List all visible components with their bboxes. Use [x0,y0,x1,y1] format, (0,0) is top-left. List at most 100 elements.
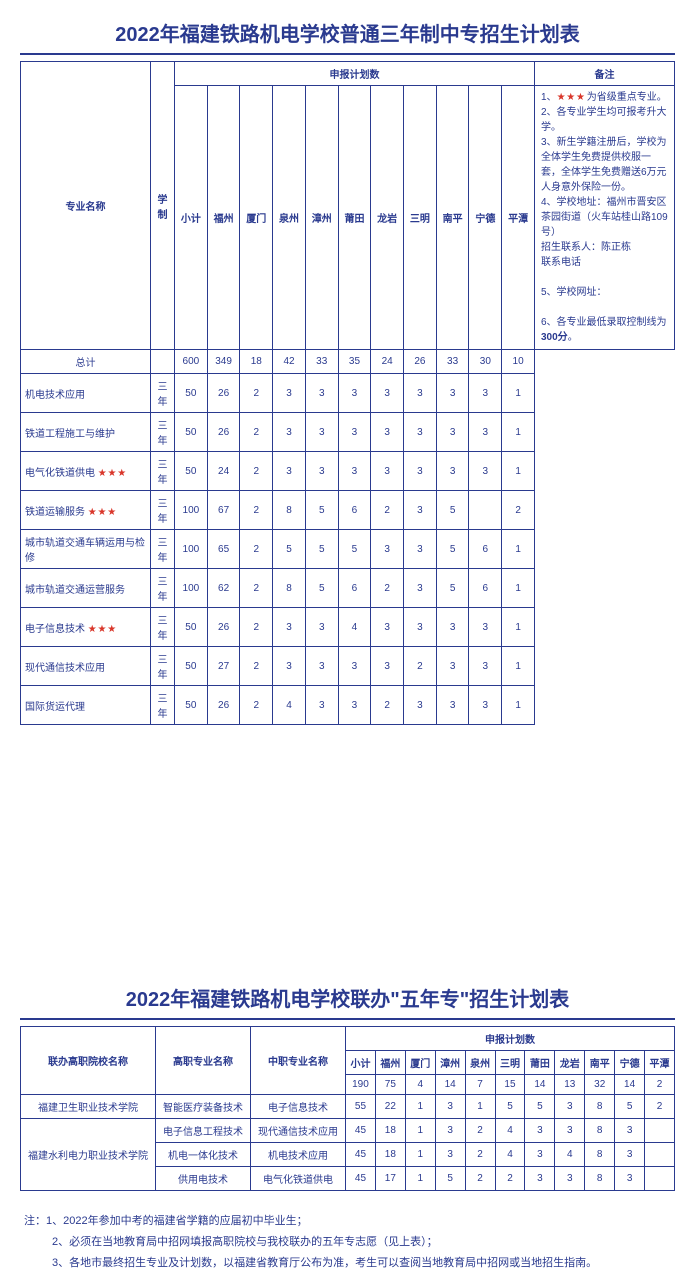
value-cell: 3 [469,413,502,452]
value-cell: 3 [338,413,371,452]
value-cell: 27 [207,647,240,686]
value-cell: 3 [436,452,469,491]
duration-cell: 三年 [151,491,175,530]
zmajor-cell: 电子信息技术 [251,1095,346,1119]
value-cell: 50 [175,686,208,725]
value-cell: 3 [371,647,404,686]
value-cell2: 2 [465,1119,495,1143]
value-cell: 3 [371,608,404,647]
major-name: 城市轨道交通运营服务 [21,569,151,608]
hdr-hmajor: 高职专业名称 [156,1027,251,1095]
sum-cell: 190 [346,1075,376,1095]
value-cell: 8 [273,569,306,608]
zmajor-cell: 电气化铁道供电 [251,1167,346,1191]
value-cell: 2 [240,608,273,647]
hdr-plan2: 申报计划数 [346,1027,675,1051]
value-cell: 1 [502,647,535,686]
major-name: 机电技术应用 [21,374,151,413]
value-cell2: 3 [525,1119,555,1143]
value-cell: 2 [240,530,273,569]
table1-title: 2022年福建铁路机电学校普通三年制中专招生计划表 [20,10,675,55]
value-cell: 3 [404,569,437,608]
value-cell2: 3 [615,1143,645,1167]
value-cell: 4 [338,608,371,647]
page-table2: 2022年福建铁路机电学校联办"五年专"招生计划表 联办高职院校名称 高职专业名… [0,965,695,1201]
value-cell: 3 [273,413,306,452]
total-value: 600 [175,350,208,374]
value-cell: 2 [240,686,273,725]
value-cell: 62 [207,569,240,608]
value-cell: 3 [371,530,404,569]
sum-cell: 13 [555,1075,585,1095]
value-cell: 3 [404,491,437,530]
star-icon: ★ ★ ★ [98,468,125,479]
value-cell: 1 [502,530,535,569]
notes: 注：1、2022年参加中考的福建省学籍的应届初中毕业生；2、必须在当地教育局中招… [0,1201,695,1284]
value-cell2: 3 [435,1119,465,1143]
duration-cell: 三年 [151,374,175,413]
table2: 联办高职院校名称 高职专业名称 中职专业名称 申报计划数 小计福州厦门漳州泉州三… [20,1026,675,1191]
sum-cell: 7 [465,1075,495,1095]
value-cell: 1 [502,608,535,647]
major-name: 现代通信技术应用 [21,647,151,686]
value-cell: 3 [436,608,469,647]
value-cell [469,491,502,530]
hdr-city2: 厦门 [405,1051,435,1075]
value-cell: 3 [404,374,437,413]
total-value: 10 [502,350,535,374]
hmajor-cell: 供用电技术 [156,1167,251,1191]
value-cell: 65 [207,530,240,569]
value-cell2: 2 [465,1143,495,1167]
hdr-city: 厦门 [240,86,273,350]
value-cell: 2 [240,374,273,413]
value-cell: 3 [305,413,338,452]
value-cell: 50 [175,374,208,413]
hdr-city2: 龙岩 [555,1051,585,1075]
value-cell: 1 [502,374,535,413]
value-cell: 3 [404,530,437,569]
value-cell: 3 [436,413,469,452]
value-cell2: 1 [405,1119,435,1143]
value-cell: 3 [469,608,502,647]
value-cell: 3 [273,647,306,686]
hdr-city2: 莆田 [525,1051,555,1075]
duration-cell: 三年 [151,647,175,686]
star-icon: ★ ★ ★ [88,624,115,635]
hmajor-cell: 机电一体化技术 [156,1143,251,1167]
remark-cell: 1、★ ★ ★ 为省级重点专业。2、各专业学生均可报考升大学。3、新生学籍注册后… [535,86,675,350]
major-name: 铁道工程施工与维护 [21,413,151,452]
value-cell: 2 [240,491,273,530]
value-cell2: 55 [346,1095,376,1119]
value-cell2: 3 [435,1143,465,1167]
total-value: 33 [436,350,469,374]
value-cell2: 1 [405,1143,435,1167]
value-cell2 [645,1167,675,1191]
value-cell: 2 [371,569,404,608]
hdr-city2: 平潭 [645,1051,675,1075]
value-cell: 3 [338,452,371,491]
sum-cell: 14 [615,1075,645,1095]
value-cell: 3 [469,647,502,686]
value-cell: 6 [469,569,502,608]
value-cell: 26 [207,686,240,725]
hdr-city: 龙岩 [371,86,404,350]
value-cell: 3 [371,452,404,491]
total-label: 总计 [21,350,151,374]
value-cell2: 5 [525,1095,555,1119]
value-cell: 6 [338,491,371,530]
value-cell: 2 [240,413,273,452]
value-cell: 5 [436,491,469,530]
value-cell: 2 [502,491,535,530]
value-cell: 3 [338,374,371,413]
sum-cell: 15 [495,1075,525,1095]
hdr-city: 漳州 [305,86,338,350]
value-cell: 26 [207,608,240,647]
value-cell: 3 [404,452,437,491]
whitespace-gap [0,735,695,965]
college-cell: 福建卫生职业技术学院 [21,1095,156,1119]
total-value: 35 [338,350,371,374]
value-cell2: 5 [495,1095,525,1119]
total-duration [151,350,175,374]
value-cell: 1 [502,452,535,491]
value-cell: 3 [305,686,338,725]
